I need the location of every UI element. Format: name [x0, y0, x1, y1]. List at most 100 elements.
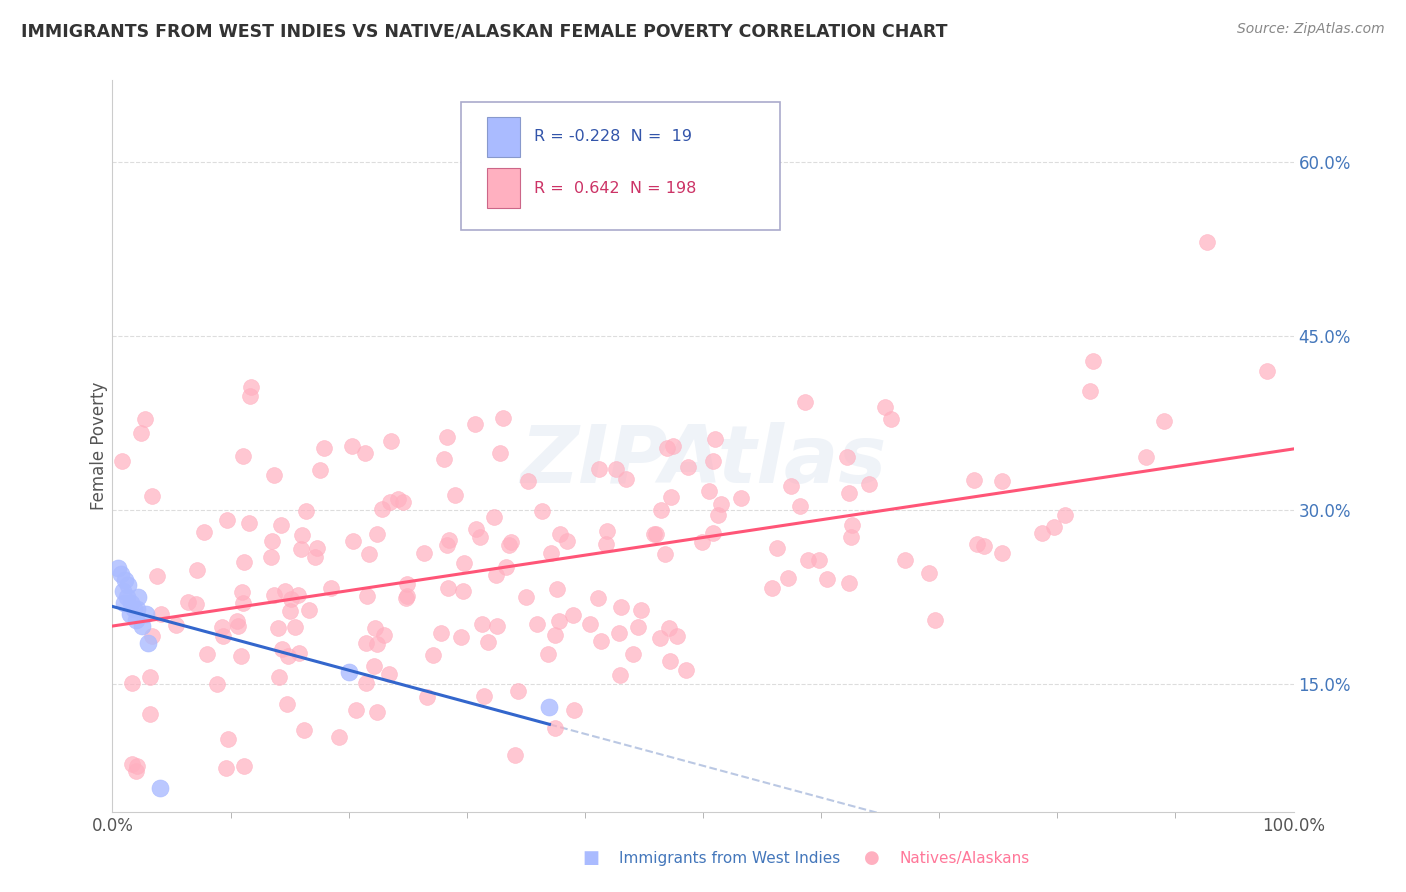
Point	[499, 534, 522, 549]
Point	[776, 571, 799, 585]
Point	[657, 442, 679, 456]
Point	[226, 619, 249, 633]
Point	[267, 670, 290, 684]
Point	[366, 637, 388, 651]
Point	[540, 546, 562, 560]
Point	[437, 533, 460, 548]
Point	[239, 389, 262, 403]
Point	[730, 491, 752, 505]
Point	[337, 665, 360, 680]
Point	[1135, 450, 1157, 465]
Point	[485, 567, 508, 582]
Point	[1080, 384, 1102, 398]
Point	[659, 654, 682, 668]
Point	[136, 636, 159, 650]
Point	[444, 488, 467, 502]
Point	[120, 607, 142, 622]
Point	[544, 721, 567, 735]
Point	[292, 723, 315, 737]
Point	[233, 758, 256, 772]
Point	[120, 596, 142, 610]
Point	[134, 411, 156, 425]
Point	[630, 603, 652, 617]
Text: IMMIGRANTS FROM WEST INDIES VS NATIVE/ALASKAN FEMALE POVERTY CORRELATION CHART: IMMIGRANTS FROM WEST INDIES VS NATIVE/AL…	[21, 22, 948, 40]
Point	[354, 676, 377, 690]
Point	[465, 522, 488, 536]
Point	[280, 591, 302, 606]
Text: ZIPAtlas: ZIPAtlas	[520, 422, 886, 500]
Point	[538, 700, 561, 714]
Point	[112, 596, 135, 610]
Point	[225, 614, 247, 628]
Point	[215, 512, 238, 526]
Point	[354, 635, 377, 649]
Point	[675, 663, 697, 677]
Point	[450, 630, 472, 644]
Text: Natives/Alaskans: Natives/Alaskans	[900, 851, 1031, 865]
Point	[380, 495, 402, 509]
Point	[526, 617, 548, 632]
Point	[112, 584, 135, 599]
Point	[495, 560, 517, 574]
Point	[415, 690, 437, 705]
Point	[659, 490, 682, 504]
Point	[491, 411, 513, 425]
Point	[135, 607, 157, 622]
Text: ●: ●	[863, 849, 880, 867]
Point	[880, 411, 903, 425]
Point	[305, 541, 328, 555]
Point	[412, 546, 434, 560]
Point	[508, 684, 530, 698]
Point	[894, 553, 917, 567]
Point	[357, 547, 380, 561]
Point	[607, 625, 630, 640]
FancyBboxPatch shape	[486, 168, 520, 209]
Point	[263, 467, 285, 482]
Point	[544, 628, 567, 642]
Point	[328, 731, 350, 745]
Point	[166, 618, 188, 632]
Point	[665, 629, 688, 643]
Point	[232, 449, 254, 463]
Point	[451, 583, 474, 598]
Point	[214, 761, 236, 775]
Point	[517, 475, 540, 489]
Point	[184, 597, 207, 611]
Point	[267, 621, 290, 635]
Point	[298, 602, 321, 616]
Point	[314, 441, 336, 455]
Point	[295, 504, 318, 518]
Point	[127, 590, 149, 604]
Point	[177, 595, 200, 609]
Point	[595, 536, 617, 550]
Point	[548, 614, 571, 628]
Point	[703, 433, 725, 447]
Point	[498, 538, 520, 552]
Point	[111, 454, 134, 468]
Point	[260, 550, 283, 565]
Point	[766, 541, 789, 556]
Point	[591, 633, 613, 648]
Point	[141, 489, 163, 503]
Point	[780, 478, 803, 492]
Point	[395, 577, 418, 591]
Point	[453, 556, 475, 570]
Point	[627, 620, 650, 634]
Point	[692, 535, 714, 549]
Point	[433, 452, 456, 467]
Point	[229, 649, 252, 664]
Point	[548, 527, 571, 541]
Point	[605, 462, 627, 476]
Point	[356, 589, 378, 603]
Point	[609, 668, 631, 682]
Point	[395, 589, 418, 603]
Point	[278, 604, 301, 618]
Point	[366, 705, 388, 719]
Point	[662, 439, 685, 453]
Point	[472, 690, 495, 704]
Point	[129, 425, 152, 440]
Point	[710, 497, 733, 511]
Point	[212, 630, 235, 644]
Y-axis label: Female Poverty: Female Poverty	[90, 382, 108, 510]
Point	[121, 756, 143, 771]
